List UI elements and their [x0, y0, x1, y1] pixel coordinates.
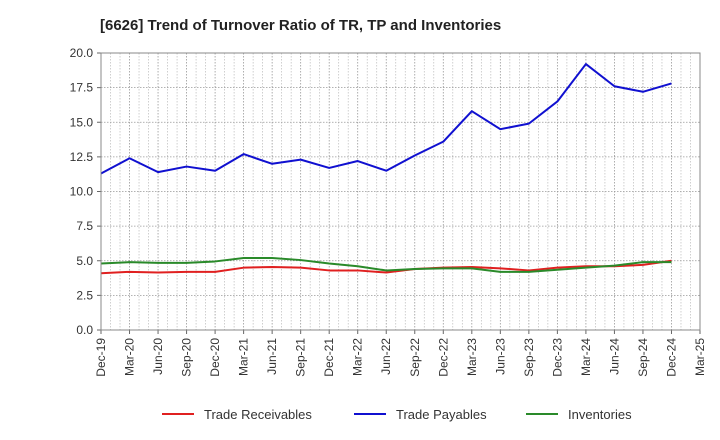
- x-tick-label: Mar-21: [237, 338, 251, 376]
- x-tick-label: Mar-25: [693, 338, 707, 376]
- legend-label: Trade Receivables: [204, 407, 312, 422]
- x-tick-label: Mar-24: [579, 338, 593, 376]
- x-tick-label: Mar-23: [465, 338, 479, 376]
- legend-label: Trade Payables: [396, 407, 487, 422]
- x-tick-label: Sep-20: [180, 338, 194, 377]
- y-tick-label: 0.0: [76, 323, 93, 337]
- y-tick-label: 5.0: [76, 254, 93, 268]
- x-tick-label: Jun-23: [493, 338, 507, 375]
- legend: Trade Receivables Trade Payables Inventori…: [162, 407, 632, 422]
- legend-item-inventories: Inventories: [526, 407, 632, 422]
- legend-item-trade-receivables: Trade Receivables: [162, 407, 312, 422]
- x-tick-label: Dec-22: [436, 338, 450, 377]
- x-tick-label: Sep-23: [522, 338, 536, 377]
- grid: [100, 52, 701, 331]
- x-tick-label: Dec-21: [322, 338, 336, 377]
- x-tick-label: Jun-22: [379, 338, 393, 375]
- x-tick-label: Dec-24: [664, 338, 678, 377]
- y-tick-label: 10.0: [70, 185, 94, 199]
- legend-item-trade-payables: Trade Payables: [354, 407, 487, 422]
- y-axis-ticks: 0.0 2.5 5.0 7.5 10.0 12.5 15.0 17.5 20.0: [70, 46, 101, 337]
- series-layer: [100, 63, 672, 275]
- y-tick-label: 20.0: [70, 46, 94, 60]
- y-tick-label: 2.5: [76, 288, 93, 302]
- series-line-trade-receivables: [100, 259, 672, 275]
- x-tick-label: Sep-22: [408, 338, 422, 377]
- series-line-trade-payables: [100, 63, 672, 175]
- series-line-inventories: [100, 256, 672, 273]
- x-tick-label: Dec-19: [94, 338, 108, 377]
- y-tick-label: 17.5: [70, 81, 94, 95]
- x-tick-label: Dec-23: [550, 338, 564, 377]
- x-tick-label: Jun-20: [151, 338, 165, 375]
- x-tick-label: Sep-21: [294, 338, 308, 377]
- x-tick-label: Sep-24: [636, 338, 650, 377]
- x-tick-label: Jun-24: [607, 338, 621, 375]
- y-tick-label: 12.5: [70, 150, 94, 164]
- x-axis-ticks: Dec-19 Mar-20 Jun-20 Sep-20 Dec-20 Mar-21 Jun-…: [94, 330, 707, 377]
- chart-title: [6626] Trend of Turnover Ratio of TR, TP…: [100, 17, 501, 34]
- x-tick-label: Mar-20: [123, 338, 137, 376]
- y-tick-label: 7.5: [76, 219, 93, 233]
- x-tick-label: Dec-20: [208, 338, 222, 377]
- legend-label: Inventories: [568, 407, 632, 422]
- x-tick-label: Mar-22: [351, 338, 365, 376]
- y-tick-label: 15.0: [70, 115, 94, 129]
- x-tick-label: Jun-21: [265, 338, 279, 375]
- plot-frame: [100, 52, 701, 331]
